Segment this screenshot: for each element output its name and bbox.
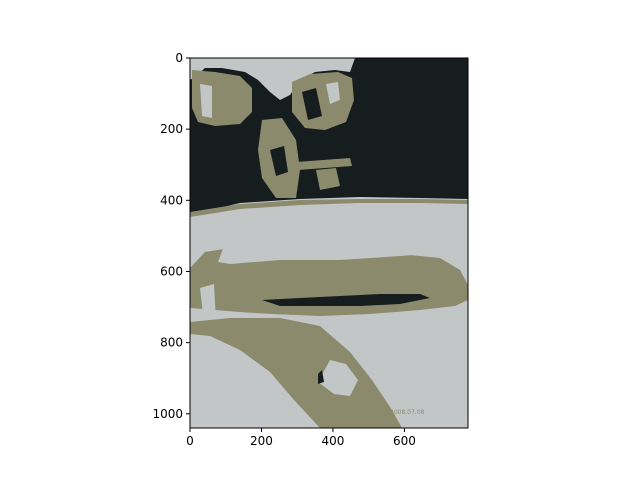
glass-right [292, 72, 354, 130]
x-tick-label: 200 [250, 434, 273, 448]
y-tick-label: 800 [160, 336, 183, 350]
cup-right [316, 168, 340, 190]
y-tick-label: 200 [160, 122, 183, 136]
foreground-light [190, 336, 300, 428]
bread-left-fold [200, 284, 216, 324]
y-tick-label: 400 [160, 193, 183, 207]
x-tick-label: 0 [186, 434, 194, 448]
x-tick-label: 600 [393, 434, 416, 448]
plate-rim [190, 199, 468, 217]
x-axis: 0 200 400 600 [186, 428, 416, 448]
glass-left-highlight [200, 84, 212, 118]
posterized-photo: 2008.07.08 [190, 58, 468, 428]
y-tick-label: 600 [160, 264, 183, 278]
shelf-stripe [296, 158, 352, 170]
bottle-center-dark [270, 146, 288, 176]
dark-background-region [190, 58, 468, 215]
arm-shadow [318, 370, 324, 384]
axes-frame [189, 57, 469, 429]
glass-right-shine [326, 82, 340, 104]
hand-highlight [318, 360, 358, 396]
glass-right-highlight [302, 88, 322, 120]
bread-crust-dark [262, 294, 430, 306]
x-tick-label: 400 [321, 434, 344, 448]
y-tick-label: 1000 [152, 407, 183, 421]
glasses-silhouette [190, 58, 355, 100]
bread-top-light [218, 206, 430, 264]
y-axis: 0 200 400 600 800 1000 [152, 51, 190, 421]
y-tick-label: 0 [175, 51, 183, 65]
watermark-text: 2008.07.08 [390, 409, 425, 416]
arm-shape [190, 318, 402, 428]
